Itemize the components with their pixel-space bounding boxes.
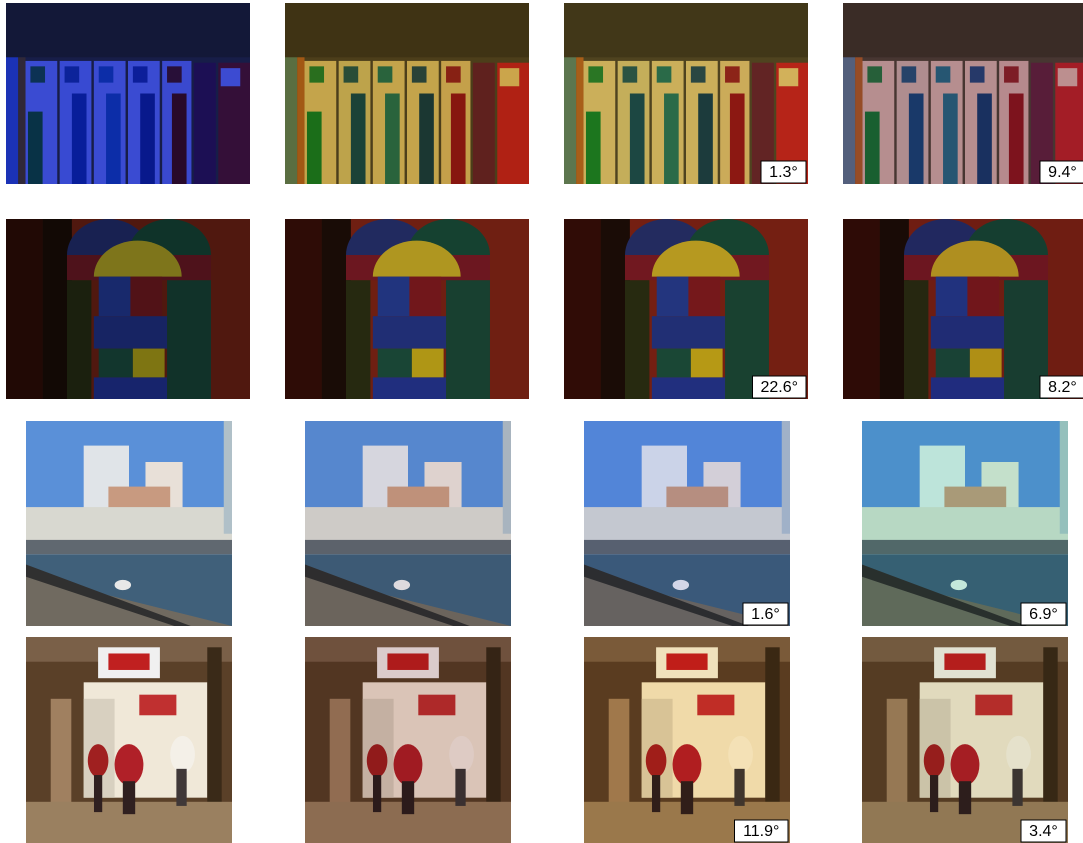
color-cast <box>6 219 250 399</box>
image <box>862 421 1068 626</box>
image <box>862 637 1068 843</box>
color-cast <box>584 421 790 626</box>
color-cast <box>6 3 250 184</box>
image <box>6 219 250 399</box>
error-label: 9.4° <box>1048 164 1077 181</box>
error-label: 8.2° <box>1048 379 1077 396</box>
color-cast <box>285 3 529 184</box>
color-cast <box>285 219 529 399</box>
image <box>26 421 232 626</box>
color-cast <box>564 3 808 184</box>
image <box>843 219 1083 399</box>
color-cast <box>584 637 790 843</box>
label-box <box>1039 160 1083 184</box>
color-cast <box>305 421 511 626</box>
image <box>305 637 511 843</box>
image <box>564 3 808 184</box>
label-box <box>760 160 807 184</box>
label-box <box>742 602 789 626</box>
image <box>564 219 808 399</box>
error-label: 1.6° <box>751 606 780 623</box>
image <box>285 3 529 184</box>
label-box <box>734 819 789 843</box>
color-cast <box>564 219 808 399</box>
label-box <box>752 375 807 399</box>
image <box>584 637 790 843</box>
error-label: 22.6° <box>760 379 798 396</box>
color-cast <box>26 637 232 843</box>
image <box>843 3 1083 184</box>
error-label: 11.9° <box>743 823 779 840</box>
color-cast <box>843 3 1083 184</box>
color-cast <box>843 219 1083 399</box>
color-cast <box>862 421 1068 626</box>
label-box <box>1020 819 1067 843</box>
color-cast <box>305 637 511 843</box>
error-label: 3.4° <box>1029 823 1058 840</box>
image <box>584 421 790 626</box>
error-label: 6.9° <box>1029 606 1058 623</box>
image <box>26 637 232 843</box>
label-box <box>1039 375 1083 399</box>
image <box>285 219 529 399</box>
image <box>305 421 511 626</box>
color-cast <box>26 421 232 626</box>
label-box <box>1020 602 1067 626</box>
color-cast <box>862 637 1068 843</box>
error-label: 1.3° <box>769 164 798 181</box>
image <box>6 3 250 184</box>
